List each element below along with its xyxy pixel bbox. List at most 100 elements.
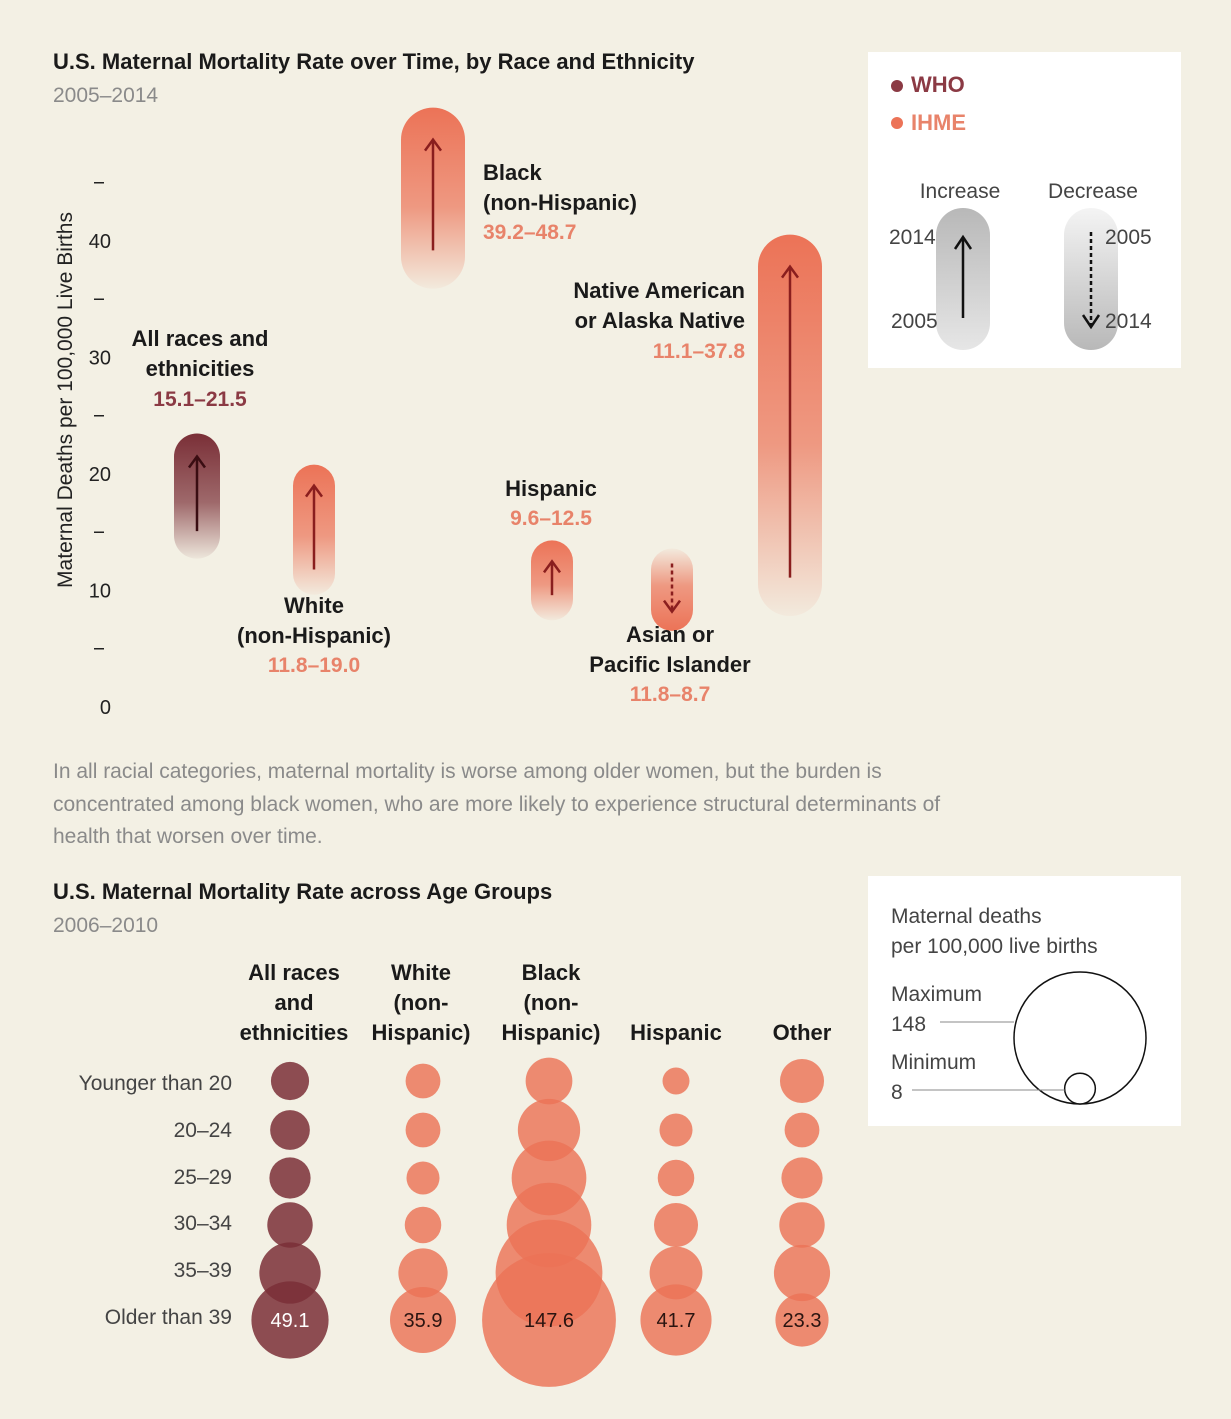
who-legend-dot <box>891 80 903 92</box>
col-head-other: Other <box>773 1020 832 1045</box>
col-head-all: All races and ethnicities <box>240 960 349 1045</box>
legend-box <box>868 52 1181 368</box>
age-bubble <box>405 1063 441 1099</box>
age-bubble <box>659 1113 693 1147</box>
column-label-line: Hispanic) <box>501 1020 600 1045</box>
bubble-grid <box>251 1057 831 1387</box>
y-tick-label: 40 <box>89 231 111 253</box>
row-label: 25–29 <box>174 1166 232 1189</box>
increase-label: Increase <box>920 180 1001 203</box>
bubble-value: 49.1 <box>271 1310 310 1332</box>
age-bubble <box>662 1067 690 1095</box>
label-native: Native American or Alaska Native 11.1–37… <box>573 278 745 363</box>
age-bubble <box>398 1248 448 1298</box>
range-arrow-head <box>542 559 562 574</box>
size-legend-circles <box>912 971 1147 1105</box>
age-bubble <box>390 1287 456 1353</box>
chart1-title: U.S. Maternal Mortality Rate over Time, … <box>53 49 695 74</box>
age-bubble <box>775 1293 829 1347</box>
size-legend-min-label: Minimum <box>891 1051 976 1074</box>
paragraph-line: health that worsen over time. <box>53 825 323 848</box>
series-range-label: 11.8–8.7 <box>630 683 711 706</box>
size-legend-title-line: Maternal deaths <box>891 905 1042 928</box>
size-legend-max-label: Maximum <box>891 983 982 1006</box>
bubble-value: 35.9 <box>404 1310 443 1332</box>
label-asian: Asian or Pacific Islander 11.8–8.7 <box>589 622 751 706</box>
age-bubble <box>784 1112 820 1148</box>
row-label: 30–34 <box>174 1212 233 1235</box>
age-bubble <box>781 1157 823 1199</box>
legend-decrease-arrowhead <box>1081 314 1101 330</box>
size-legend-title-line: per 100,000 live births <box>891 935 1098 958</box>
col-head-white: White (non- Hispanic) <box>371 960 470 1045</box>
label-hispanic: Hispanic 9.6–12.5 <box>505 476 597 530</box>
series-label-line: White <box>284 593 344 618</box>
label-all-races: All races and ethnicities 15.1–21.5 <box>132 326 269 411</box>
column-label-line: ethnicities <box>240 1020 349 1045</box>
age-bubble <box>482 1253 616 1387</box>
y-tick-label: 30 <box>89 348 111 370</box>
col-head-hispanic: Hispanic <box>630 1020 722 1045</box>
y-tick-label: 10 <box>89 581 111 603</box>
range-pill <box>651 548 693 631</box>
age-bubble <box>649 1246 703 1300</box>
decrease-end-year: 2014 <box>1105 310 1152 333</box>
row-label: 35–39 <box>174 1259 232 1282</box>
series-label-line: All races and <box>132 326 269 351</box>
ihme-legend-label: IHME <box>911 110 966 135</box>
y-axis-label: Maternal Deaths per 100,000 Live Births <box>54 212 77 588</box>
series-range-label: 15.1–21.5 <box>153 388 247 411</box>
decrease-label: Decrease <box>1048 180 1138 203</box>
age-bubble <box>779 1202 825 1248</box>
range-arrow-head <box>304 483 324 498</box>
size-legend-min-value: 8 <box>891 1081 903 1104</box>
y-axis: 0 10 20 30 40 <box>89 182 111 719</box>
age-bubble <box>270 1061 310 1101</box>
series-label-line: (non-Hispanic) <box>237 623 391 648</box>
bubble-value: 23.3 <box>783 1310 822 1332</box>
row-label: Older than 39 <box>105 1306 232 1329</box>
label-white: White (non-Hispanic) 11.8–19.0 <box>237 593 391 677</box>
chart2-subtitle: 2006–2010 <box>53 914 158 937</box>
bubble-value-labels: 49.1 35.9 147.6 41.7 23.3 <box>271 1310 822 1332</box>
paragraph-line: concentrated among black women, who are … <box>53 793 940 816</box>
legend-increase-arrowhead <box>953 234 973 250</box>
series-range-label: 39.2–48.7 <box>483 221 576 244</box>
range-arrow-head <box>187 454 207 469</box>
decrease-start-year: 2005 <box>1105 226 1152 249</box>
column-label-line: and <box>274 990 313 1015</box>
series-range-label: 11.8–19.0 <box>268 654 360 677</box>
series-label-line: Asian or <box>626 622 714 647</box>
y-tick-label: 0 <box>100 697 111 719</box>
column-label-line: White <box>391 960 451 985</box>
range-arrow-head <box>662 599 682 614</box>
age-bubble <box>251 1281 329 1359</box>
age-bubble <box>267 1202 313 1248</box>
legend-pill-samples <box>936 208 1118 350</box>
series-label-line: Native American <box>573 278 745 303</box>
age-bubble <box>779 1058 825 1104</box>
ihme-legend-dot <box>891 117 903 129</box>
bubble-value: 41.7 <box>657 1310 696 1332</box>
age-bubble <box>269 1157 311 1199</box>
age-bubble <box>653 1202 699 1248</box>
series-label-line: or Alaska Native <box>575 308 745 333</box>
bubble-value: 147.6 <box>524 1310 574 1332</box>
age-bubble <box>405 1112 441 1148</box>
label-black: Black (non-Hispanic) 39.2–48.7 <box>483 160 637 244</box>
age-bubble <box>773 1244 831 1302</box>
chart2-title: U.S. Maternal Mortality Rate across Age … <box>53 879 552 904</box>
column-label-line: Black <box>522 960 581 985</box>
increase-end-year: 2014 <box>889 226 936 249</box>
range-marks <box>174 107 822 631</box>
row-label: Younger than 20 <box>79 1072 232 1095</box>
paragraph-line: In all racial categories, maternal morta… <box>53 760 882 783</box>
col-head-black: Black (non- Hispanic) <box>501 960 600 1045</box>
age-bubble <box>640 1284 712 1356</box>
series-label-line: Hispanic <box>505 476 597 501</box>
chart1-subtitle: 2005–2014 <box>53 84 158 107</box>
y-tick-label: 20 <box>89 464 111 486</box>
age-bubble <box>404 1206 442 1244</box>
